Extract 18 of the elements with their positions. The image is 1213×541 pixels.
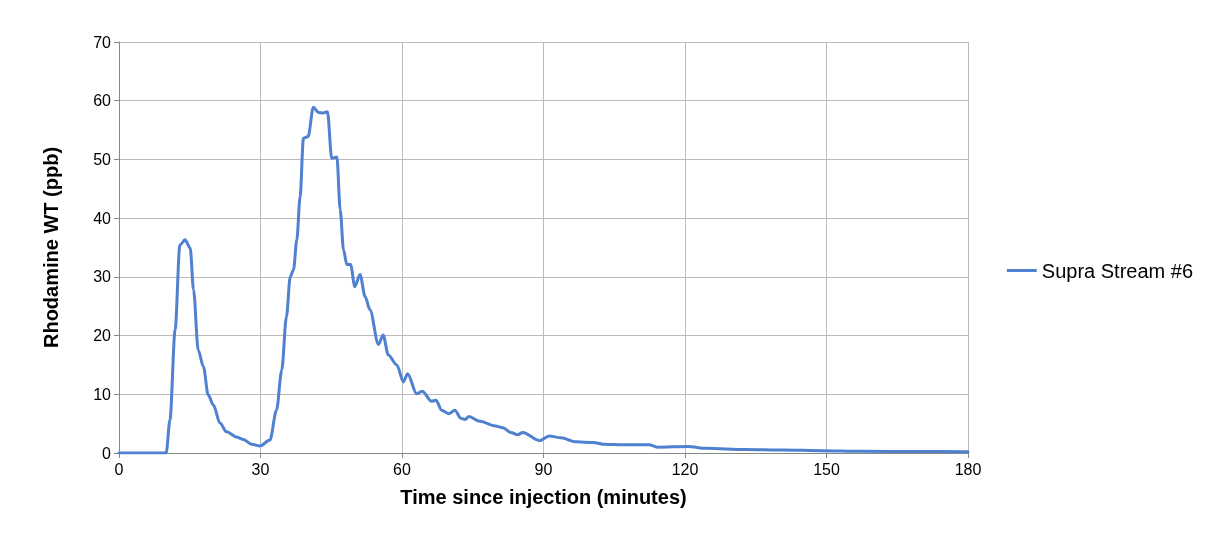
y-tick-label: 40 [93, 209, 112, 227]
x-tick-label: 90 [534, 460, 553, 478]
x-tick-label: 30 [251, 460, 270, 478]
x-tick-label: 0 [114, 460, 124, 478]
x-tick-label: 120 [671, 460, 699, 478]
y-tick-label: 70 [93, 33, 112, 51]
x-axis-title: Time since injection (minutes) [400, 486, 687, 508]
y-tick-label: 10 [93, 385, 112, 403]
x-tick-label: 180 [954, 460, 982, 478]
x-tick-label: 60 [393, 460, 411, 478]
y-tick-label: 30 [93, 268, 112, 286]
legend-label: Supra Stream #6 [1041, 259, 1194, 282]
y-tick-label: 20 [93, 327, 112, 345]
x-tick-label: 150 [813, 460, 840, 478]
y-tick-label: 0 [102, 444, 112, 462]
y-tick-label: 60 [93, 92, 112, 110]
y-axis-title: Rhodamine WT (ppb) [40, 146, 62, 349]
y-tick-label: 50 [93, 150, 112, 168]
